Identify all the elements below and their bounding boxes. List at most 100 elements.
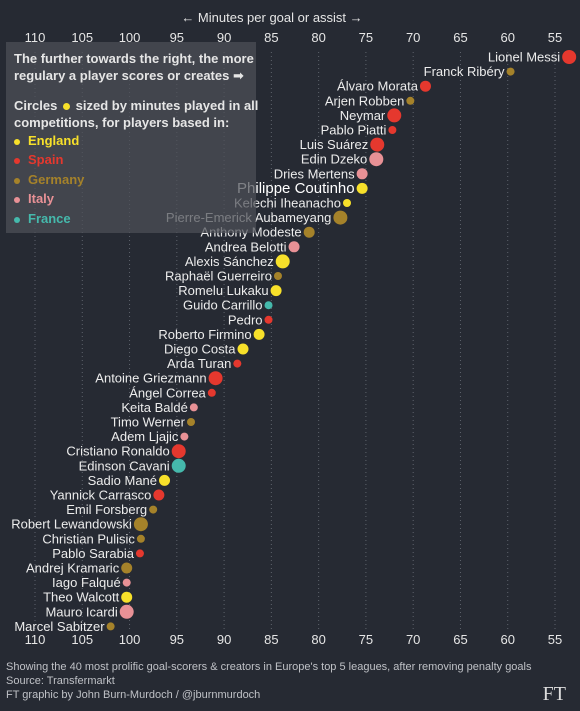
player-label: Edin Dzeko xyxy=(301,152,367,167)
x-tick-label: 90 xyxy=(217,632,231,647)
player-label: Franck Ribéry xyxy=(424,64,505,79)
player-label: Robert Lewandowski xyxy=(11,517,132,532)
player-point xyxy=(187,418,195,426)
player-label: Roberto Firmino xyxy=(158,327,251,342)
player-point xyxy=(273,272,282,280)
player-label: Alexis Sánchez xyxy=(185,254,274,269)
player-label: Marcel Sabitzer xyxy=(14,619,105,634)
player-point xyxy=(333,210,348,225)
player-point xyxy=(135,549,144,558)
x-axis-ticks-bottom: 110 105 100 95 90 85 80 75 70 65 60 55 xyxy=(25,632,563,647)
legend-item-spain: Spain xyxy=(14,152,63,167)
x-tick-label: 60 xyxy=(500,632,514,647)
player-point xyxy=(159,474,171,486)
player-label: Philippe Coutinho xyxy=(237,180,355,197)
x-tick-label: 70 xyxy=(406,30,420,45)
player-point xyxy=(208,371,223,386)
player-point xyxy=(506,67,515,76)
player-label: Keita Baldé xyxy=(121,400,188,415)
x-tick-label: 55 xyxy=(548,632,562,647)
x-tick-label: 80 xyxy=(311,632,325,647)
player-point xyxy=(207,388,216,397)
player-label: Dries Mertens xyxy=(274,166,355,181)
dot-icon xyxy=(14,216,20,223)
player-point xyxy=(133,517,148,532)
player-point xyxy=(288,241,300,253)
player-point xyxy=(121,591,133,603)
player-point xyxy=(106,622,115,631)
legend-note: Circles sized by minutes played in all c… xyxy=(14,97,259,131)
x-tick-label: 65 xyxy=(453,30,467,45)
ft-logo: FT xyxy=(542,683,566,705)
x-tick-label: 70 xyxy=(406,632,420,647)
player-label: Sadio Mané xyxy=(88,473,157,488)
player-label: Pedro xyxy=(228,312,263,327)
player-point xyxy=(171,444,186,459)
player-label: Timo Werner xyxy=(111,415,186,430)
player-label: Pablo Piatti xyxy=(321,123,387,138)
player-label: Theo Walcott xyxy=(43,590,119,605)
player-point xyxy=(121,562,133,574)
player-point xyxy=(136,534,145,543)
footnote: Showing the 40 most prolific goal-scorer… xyxy=(6,661,532,673)
player-point xyxy=(264,301,273,310)
credit-note: FT graphic by John Burn-Murdoch / @jburn… xyxy=(6,689,261,701)
player-label: Andrej Kramaric xyxy=(26,561,120,576)
dot-icon xyxy=(14,177,20,184)
legend-item-italy: Italy xyxy=(14,191,54,206)
player-point xyxy=(180,432,189,441)
player-point xyxy=(233,359,242,368)
player-point xyxy=(270,285,282,297)
source-note: Source: Transfermarkt xyxy=(6,675,115,687)
x-tick-label: 110 xyxy=(25,632,46,647)
x-tick-label: 90 xyxy=(217,30,231,45)
player-point xyxy=(153,489,165,501)
x-tick-label: 85 xyxy=(264,30,278,45)
x-tick-label: 100 xyxy=(119,632,141,647)
player-label: Emil Forsberg xyxy=(66,502,147,517)
player-point xyxy=(388,126,397,134)
player-point xyxy=(171,458,186,473)
player-point xyxy=(237,343,249,355)
player-point xyxy=(419,80,431,92)
player-label: Andrea Belotti xyxy=(205,239,287,254)
dot-icon xyxy=(14,196,20,203)
dot-icon xyxy=(14,157,20,164)
legend-note-start: Circles xyxy=(14,98,58,113)
player-label: Mauro Icardi xyxy=(45,604,117,619)
x-tick-label: 95 xyxy=(170,632,184,647)
x-tick-label: 100 xyxy=(119,30,141,45)
player-point xyxy=(406,96,415,105)
player-point xyxy=(369,152,384,167)
player-label: Guido Carrillo xyxy=(183,298,262,313)
player-label: Diego Costa xyxy=(164,342,236,357)
player-point xyxy=(356,168,368,180)
player-point xyxy=(122,578,131,587)
player-point xyxy=(562,50,577,64)
legend-item-germany: Germany xyxy=(14,172,84,187)
x-tick-label: 65 xyxy=(453,632,467,647)
player-label: Neymar xyxy=(340,108,386,123)
player-point xyxy=(370,137,385,152)
x-tick-label: 60 xyxy=(500,30,514,45)
x-tick-label: 105 xyxy=(71,30,93,45)
x-axis-title: ← Minutes per goal or assist → xyxy=(181,10,362,25)
player-label: Edinson Cavani xyxy=(79,458,170,473)
x-tick-label: 85 xyxy=(264,632,278,647)
x-tick-label: 105 xyxy=(71,632,93,647)
legend: The further towards the right, the more … xyxy=(6,42,259,233)
player-label: Álvaro Morata xyxy=(337,79,419,94)
player-label: Antoine Griezmann xyxy=(95,371,206,386)
player-point xyxy=(253,328,265,340)
player-point xyxy=(264,315,273,324)
player-point xyxy=(149,505,158,514)
player-label: Romelu Lukaku xyxy=(178,283,268,298)
dot-icon xyxy=(14,138,20,145)
player-point xyxy=(119,604,134,619)
legend-intro: The further towards the right, the more … xyxy=(14,51,254,83)
x-tick-label: 110 xyxy=(25,30,46,45)
player-label: Raphaël Guerreiro xyxy=(165,269,272,284)
legend-item-england: England xyxy=(14,133,79,148)
